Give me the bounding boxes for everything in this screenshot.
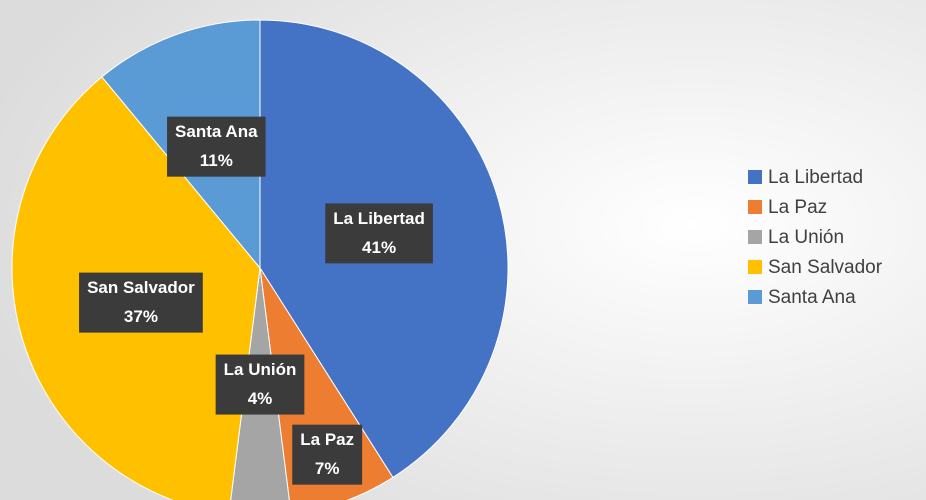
data-label: San Salvador 37%: [79, 272, 203, 333]
data-label-box: [292, 424, 363, 485]
legend-label: La Libertad: [768, 167, 863, 188]
legend-label: La Paz: [768, 197, 827, 218]
data-label-box: [79, 272, 203, 333]
data-label-value: 37%: [124, 307, 158, 326]
data-labels: La Libertad 41% La Paz 7% La Unión 4% San Salv…: [79, 116, 433, 485]
data-label: La Unión 4%: [215, 354, 305, 415]
data-label-value: 41%: [362, 238, 396, 257]
data-label: La Libertad 41%: [325, 203, 433, 264]
data-label-name: La Libertad: [333, 209, 425, 228]
data-label-name: San Salvador: [87, 278, 195, 297]
legend-swatch: [748, 290, 762, 304]
data-label-box: [215, 354, 305, 415]
legend-swatch: [748, 170, 762, 184]
legend-label: Santa Ana: [768, 287, 856, 308]
legend-swatch: [748, 230, 762, 244]
data-label-value: 11%: [200, 151, 233, 170]
legend-swatch: [748, 200, 762, 214]
data-label: Santa Ana 11%: [167, 116, 266, 177]
legend: La Libertad La Paz La Unión San Salvador San…: [748, 167, 883, 308]
data-label: La Paz 7%: [292, 424, 363, 485]
legend-swatch: [748, 260, 762, 274]
legend-label: San Salvador: [768, 257, 883, 278]
pie: [11, 19, 509, 500]
legend-label: La Unión: [768, 227, 844, 248]
data-label-box: [167, 116, 266, 177]
data-label-value: 7%: [315, 459, 340, 478]
data-label-name: La Unión: [224, 360, 297, 379]
data-label-value: 4%: [248, 389, 273, 408]
data-label-box: [325, 203, 433, 264]
data-label-name: La Paz: [300, 430, 354, 449]
data-label-name: Santa Ana: [175, 122, 258, 141]
